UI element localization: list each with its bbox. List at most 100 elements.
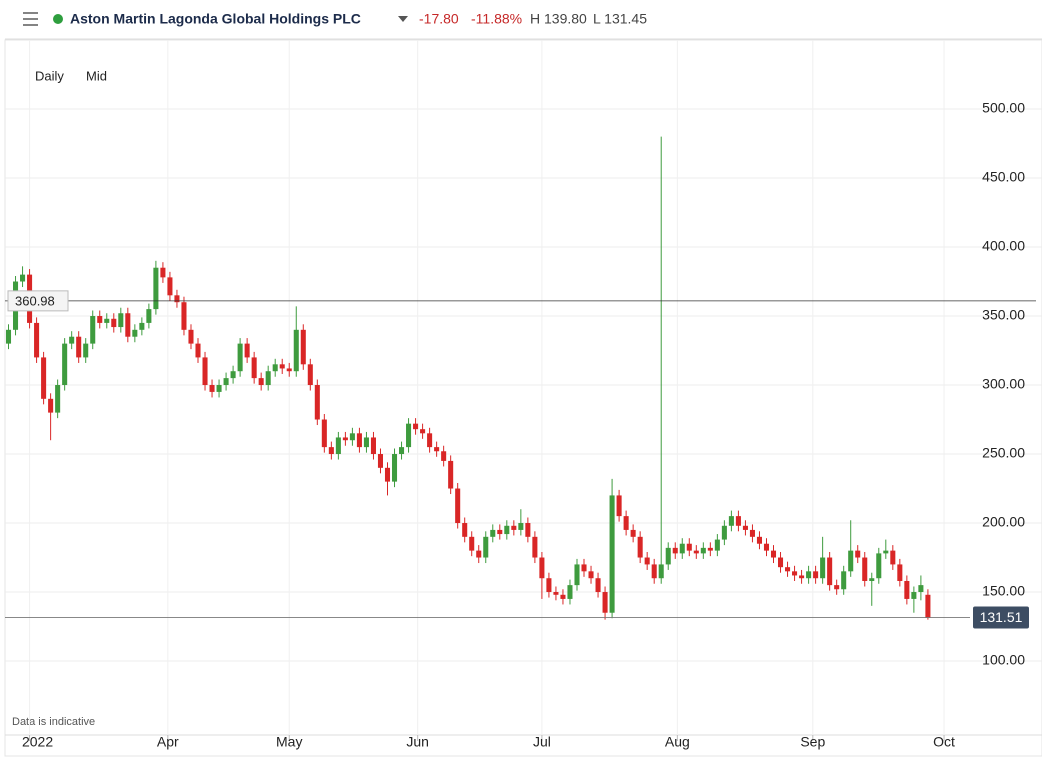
candle-body [707, 547, 713, 551]
candle-body [911, 592, 917, 599]
candle-body [862, 557, 868, 581]
menu-icon[interactable] [23, 12, 38, 26]
candle-body [328, 447, 334, 455]
candle-body [469, 536, 475, 551]
candle-body [342, 437, 348, 441]
candle-body [427, 433, 433, 448]
candle-body [377, 454, 384, 468]
candle-body [223, 378, 229, 386]
disclaimer: Data is indicative [12, 716, 95, 728]
overlays: 360.98 131.51 [5, 290, 1036, 629]
candle-body [511, 525, 517, 530]
candle-body [925, 594, 931, 618]
candle-body [672, 547, 678, 554]
candle-body [777, 557, 784, 568]
interval-button[interactable]: Daily [35, 68, 64, 83]
candle-body [679, 543, 685, 554]
candle-body [258, 378, 264, 386]
candle-body [209, 385, 215, 392]
x-tick-label: Jul [533, 734, 551, 750]
candle-body [300, 329, 306, 365]
candle-body [904, 580, 910, 599]
candle-body [658, 564, 664, 579]
candle-body [820, 557, 826, 579]
candle-body [83, 343, 89, 358]
candle-body [48, 398, 54, 413]
price-type-button[interactable]: Mid [86, 68, 107, 83]
candle-body [693, 550, 699, 554]
candle-body [883, 550, 889, 554]
candle-body [497, 529, 503, 535]
candle-body [216, 385, 222, 392]
candle-body [490, 529, 496, 537]
instrument-title[interactable]: Aston Martin Lagonda Global Holdings PLC [70, 11, 361, 27]
candle-body [406, 423, 412, 448]
y-tick-label: 300.00 [982, 376, 1025, 392]
candle-body [356, 433, 362, 448]
last-price-box [973, 606, 1029, 629]
candle-body [539, 557, 545, 579]
candle-body [581, 564, 587, 572]
candle-body [525, 523, 531, 537]
candle-body [553, 592, 559, 595]
candle-body [841, 571, 847, 590]
y-tick-label: 200.00 [982, 514, 1025, 530]
candle-body [595, 578, 601, 593]
candle-body [602, 592, 608, 613]
candle-body [574, 564, 580, 586]
candle-body [230, 371, 236, 379]
candle-body [132, 329, 138, 337]
y-tick-label: 450.00 [982, 169, 1025, 185]
y-tick-label: 400.00 [982, 238, 1025, 254]
candle-body [813, 571, 819, 579]
candle-body [146, 309, 152, 323]
candle-body [293, 329, 299, 372]
candle-body [167, 277, 173, 296]
candle-body [588, 571, 594, 579]
candle-body [876, 553, 882, 579]
candle-body [111, 318, 117, 328]
candle-body [202, 357, 208, 386]
candle-body [5, 329, 12, 344]
candle-body [848, 550, 854, 572]
candle-body [195, 343, 201, 358]
candle-body [391, 454, 398, 482]
candle-body [139, 322, 145, 330]
candle-body [34, 322, 40, 358]
candle-body [307, 364, 313, 386]
status-dot [53, 14, 63, 24]
candle-body [160, 267, 166, 278]
change-pct: -11.88% [471, 11, 522, 27]
candle-body [630, 529, 636, 537]
x-tick-label: May [276, 734, 302, 750]
candle-body [890, 550, 896, 565]
candle-body [462, 523, 468, 537]
candle-body [721, 525, 727, 540]
candle-body [483, 536, 489, 558]
candle-body [363, 437, 369, 448]
candle-body [834, 585, 840, 590]
candle-body [770, 550, 777, 558]
candle-body [742, 525, 748, 530]
candle-body [434, 447, 440, 452]
candle-body [62, 343, 68, 386]
candle-body [897, 564, 903, 581]
candle-body [546, 578, 552, 593]
candle-body [90, 316, 96, 344]
candle-body [370, 437, 376, 455]
candle-body [616, 495, 622, 517]
crosshair-label: 360.98 [15, 293, 55, 308]
candle-body [799, 575, 805, 579]
day-high: H 139.80 [530, 11, 587, 27]
candle-body [792, 571, 798, 576]
candle-body [251, 357, 257, 379]
candle-body [855, 550, 861, 558]
candle-body [700, 547, 706, 554]
candle-body [41, 357, 47, 399]
candle-body [314, 385, 320, 420]
candle-body [785, 567, 791, 572]
dropdown-arrow[interactable] [398, 16, 408, 22]
x-tick-label: Apr [157, 734, 179, 750]
